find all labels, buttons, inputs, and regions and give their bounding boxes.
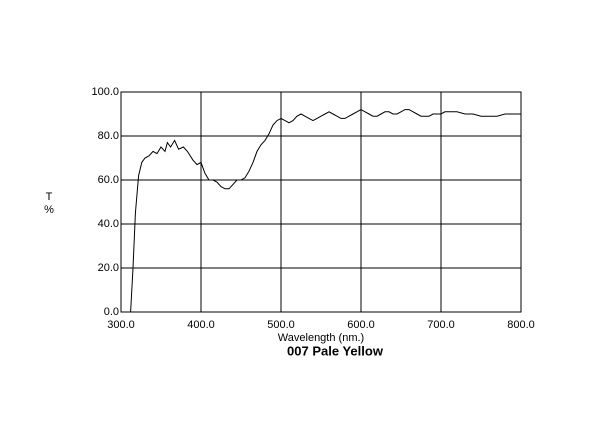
y-axis-label: % xyxy=(44,204,54,216)
chart-title: 007 Pale Yellow xyxy=(287,343,384,358)
x-tick-label: 500.0 xyxy=(267,319,295,331)
y-axis-label: T xyxy=(46,191,53,203)
y-tick-label: 80.0 xyxy=(98,130,119,142)
data-line xyxy=(130,109,521,313)
plot-area xyxy=(120,91,522,313)
y-tick-label: 40.0 xyxy=(98,218,119,230)
x-tick-label: 700.0 xyxy=(427,319,455,331)
x-axis-label: Wavelength (nm.) xyxy=(278,332,364,344)
x-tick-label: 800.0 xyxy=(507,319,535,331)
x-tick-label: 600.0 xyxy=(347,319,375,331)
y-tick-label: 20.0 xyxy=(98,262,119,274)
y-tick-label: 0.0 xyxy=(104,306,119,318)
y-tick-label: 60.0 xyxy=(98,174,119,186)
y-tick-label: 100.0 xyxy=(91,86,119,98)
x-tick-label: 400.0 xyxy=(187,319,215,331)
x-tick-label: 300.0 xyxy=(107,319,135,331)
